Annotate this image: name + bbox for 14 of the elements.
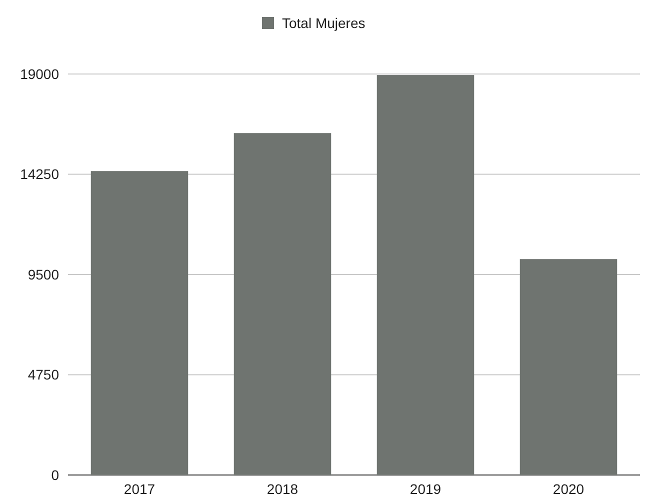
- x-tick-label: 2018: [266, 481, 298, 497]
- bar: [520, 259, 618, 475]
- x-tick-label: 2020: [552, 481, 584, 497]
- bar: [376, 75, 474, 475]
- bar: [90, 171, 188, 475]
- x-tick-label: 2017: [124, 481, 156, 497]
- y-tick-label: 14250: [20, 166, 60, 182]
- y-tick-label: 0: [51, 466, 60, 483]
- x-tick-label: 2019: [410, 481, 442, 497]
- legend-label: Total Mujeres: [282, 15, 366, 31]
- y-tick-label: 19000: [20, 66, 60, 82]
- y-tick-label: 4750: [28, 366, 60, 383]
- y-tick-label: 9500: [28, 266, 60, 282]
- bar: [234, 133, 332, 475]
